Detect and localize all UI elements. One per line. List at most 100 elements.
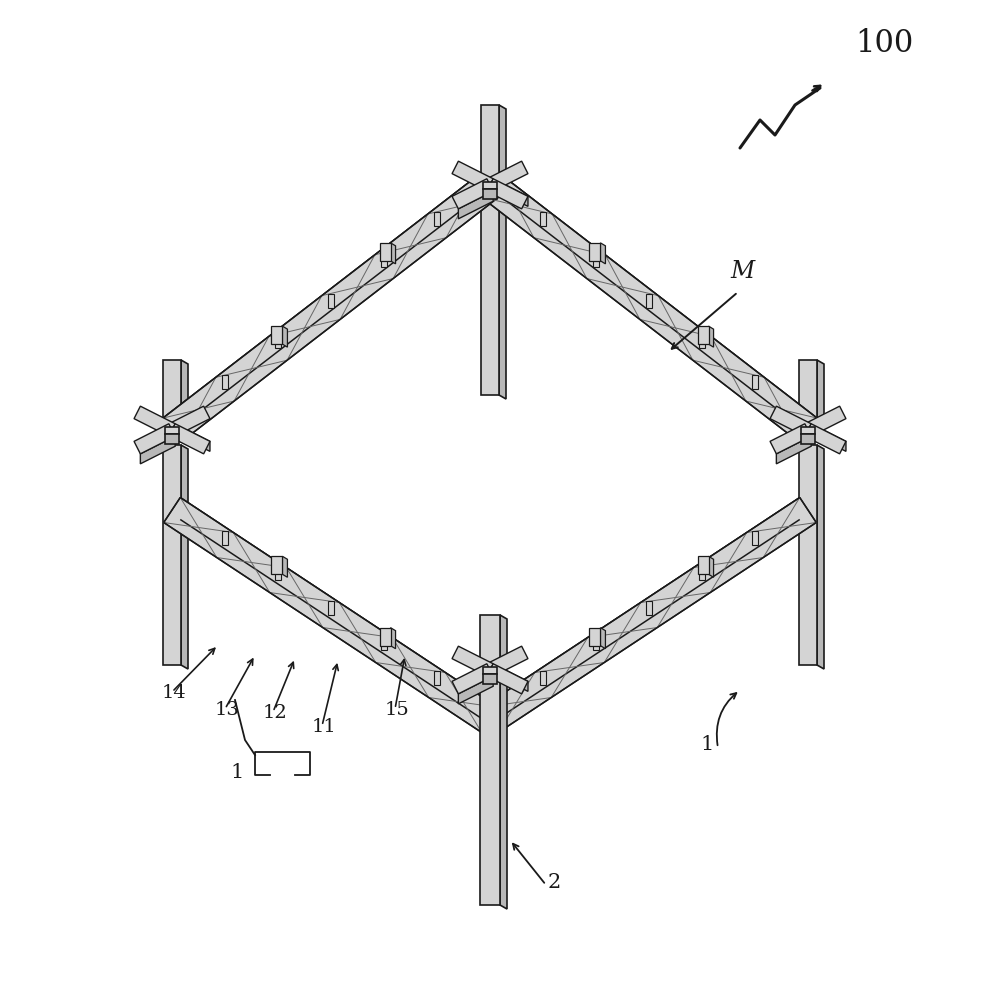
Polygon shape <box>271 556 282 574</box>
Polygon shape <box>698 326 709 344</box>
Polygon shape <box>483 674 497 684</box>
Polygon shape <box>804 424 846 454</box>
Polygon shape <box>165 426 179 434</box>
Polygon shape <box>481 200 499 395</box>
Polygon shape <box>434 671 440 685</box>
Polygon shape <box>381 636 387 650</box>
Text: 1: 1 <box>230 763 244 782</box>
Polygon shape <box>458 676 493 704</box>
Polygon shape <box>328 601 334 615</box>
Polygon shape <box>163 360 181 425</box>
Polygon shape <box>487 161 528 191</box>
Text: 14: 14 <box>162 684 187 702</box>
Polygon shape <box>482 497 799 729</box>
Text: 12: 12 <box>263 704 287 722</box>
Polygon shape <box>390 243 395 264</box>
Polygon shape <box>163 445 181 665</box>
Polygon shape <box>165 434 179 444</box>
Polygon shape <box>593 253 599 267</box>
Polygon shape <box>770 424 811 454</box>
Polygon shape <box>752 375 758 389</box>
Polygon shape <box>593 636 599 650</box>
Polygon shape <box>540 212 546 226</box>
Polygon shape <box>799 360 817 425</box>
Polygon shape <box>480 675 500 905</box>
Polygon shape <box>222 375 228 389</box>
Polygon shape <box>163 173 481 440</box>
Polygon shape <box>487 646 528 676</box>
Polygon shape <box>770 406 811 436</box>
Polygon shape <box>752 531 758 545</box>
Polygon shape <box>434 212 440 226</box>
Polygon shape <box>381 253 387 267</box>
Polygon shape <box>481 173 817 442</box>
Polygon shape <box>379 243 390 261</box>
Polygon shape <box>452 664 493 694</box>
Polygon shape <box>275 334 281 348</box>
Polygon shape <box>483 182 497 188</box>
Polygon shape <box>452 646 493 676</box>
Text: M: M <box>730 260 754 283</box>
Polygon shape <box>181 360 188 429</box>
Polygon shape <box>482 497 816 733</box>
Polygon shape <box>811 424 846 451</box>
Text: 2: 2 <box>548 873 561 892</box>
Polygon shape <box>590 628 601 646</box>
Polygon shape <box>493 179 528 206</box>
Polygon shape <box>480 615 500 665</box>
Polygon shape <box>487 179 528 209</box>
Polygon shape <box>181 445 188 669</box>
Polygon shape <box>540 671 546 685</box>
Polygon shape <box>328 294 334 308</box>
Polygon shape <box>452 161 493 191</box>
Polygon shape <box>483 666 497 674</box>
Polygon shape <box>176 424 210 451</box>
Polygon shape <box>698 556 709 574</box>
Polygon shape <box>134 424 176 454</box>
Polygon shape <box>776 436 811 464</box>
Polygon shape <box>487 664 528 694</box>
Polygon shape <box>500 675 507 909</box>
Polygon shape <box>163 173 499 442</box>
Text: 1: 1 <box>700 735 714 754</box>
Text: 11: 11 <box>312 718 336 736</box>
Polygon shape <box>275 566 281 580</box>
Polygon shape <box>500 615 507 669</box>
Polygon shape <box>499 200 506 399</box>
Polygon shape <box>379 628 390 646</box>
Polygon shape <box>799 445 817 665</box>
Text: 100: 100 <box>855 28 913 59</box>
Polygon shape <box>499 173 817 440</box>
Polygon shape <box>141 436 176 464</box>
Polygon shape <box>699 334 705 348</box>
Polygon shape <box>390 628 395 649</box>
Polygon shape <box>709 556 714 577</box>
Polygon shape <box>709 326 714 347</box>
Text: 15: 15 <box>385 701 410 719</box>
Polygon shape <box>483 188 497 198</box>
Text: 13: 13 <box>215 701 240 719</box>
Polygon shape <box>493 664 528 691</box>
Polygon shape <box>817 360 824 429</box>
Polygon shape <box>282 556 287 577</box>
Polygon shape <box>601 628 606 649</box>
Polygon shape <box>699 566 705 580</box>
Polygon shape <box>499 105 506 184</box>
Polygon shape <box>481 105 499 180</box>
Polygon shape <box>134 406 176 436</box>
Polygon shape <box>282 326 287 347</box>
Polygon shape <box>452 179 493 209</box>
Polygon shape <box>222 531 228 545</box>
Polygon shape <box>458 191 493 219</box>
Polygon shape <box>646 294 652 308</box>
Polygon shape <box>181 497 498 729</box>
Polygon shape <box>817 445 824 669</box>
Polygon shape <box>801 426 815 434</box>
Polygon shape <box>169 406 210 436</box>
Polygon shape <box>646 601 652 615</box>
Polygon shape <box>804 406 846 436</box>
Polygon shape <box>271 326 282 344</box>
Polygon shape <box>590 243 601 261</box>
Polygon shape <box>601 243 606 264</box>
Polygon shape <box>164 497 498 733</box>
